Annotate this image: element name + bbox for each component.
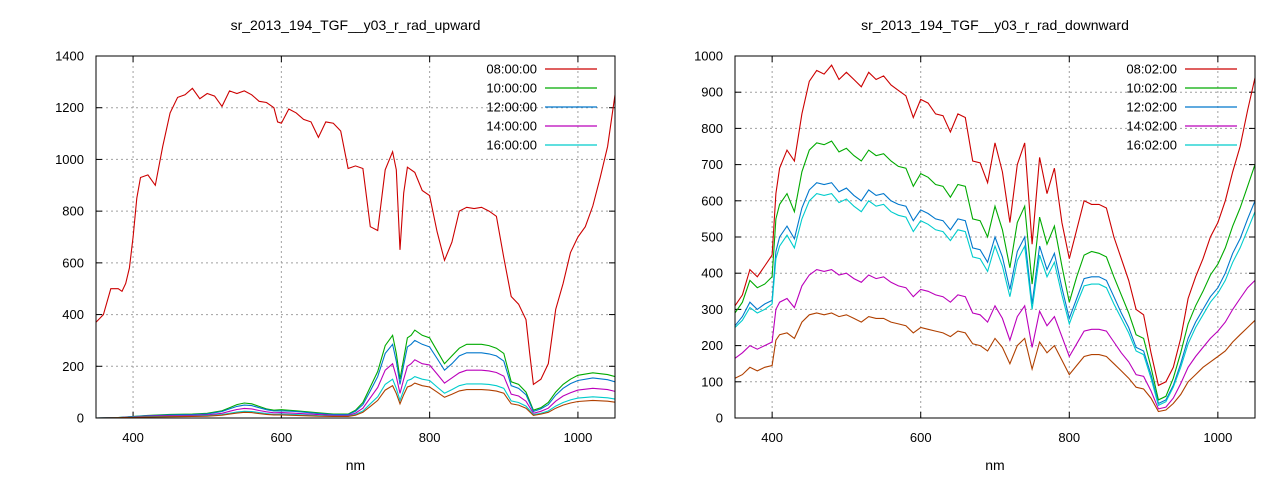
x-axis-label: nm (346, 457, 365, 473)
x-tick-label: 400 (122, 430, 144, 445)
legend-label: 08:02:00 (1126, 62, 1177, 77)
series-line-unnamed-5 (735, 312, 1255, 413)
legend-label: 14:00:00 (486, 119, 537, 134)
y-tick-label: 1400 (55, 49, 84, 64)
x-tick-label: 600 (910, 430, 932, 445)
y-tick-label: 100 (701, 374, 723, 389)
series-group (735, 64, 1255, 413)
y-tick-label: 0 (77, 411, 84, 426)
series-line-10:02:00 (735, 140, 1255, 401)
series-line-10:00:00 (96, 329, 615, 418)
legend-label: 10:00:00 (486, 81, 537, 96)
series-line-12:02:00 (735, 182, 1255, 405)
y-tick-label: 600 (62, 255, 84, 270)
legend-label: 16:00:00 (486, 138, 537, 153)
y-tick-label: 500 (701, 230, 723, 245)
chart-panel-0: 400 600 800 1000 0 200 400 600 800 1000 1200 1400 08… (55, 17, 616, 473)
series-line-unnamed-5 (96, 382, 615, 418)
series-line-12:00:00 (96, 339, 615, 418)
y-tick-label: 700 (701, 157, 723, 172)
series-line-14:02:00 (735, 269, 1255, 410)
plot-frame (95, 55, 616, 419)
y-tick-label: 600 (701, 193, 723, 208)
legend-label: 12:00:00 (486, 100, 537, 115)
y-tick-label: 1000 (694, 49, 723, 64)
chart-panel-1: 400 600 800 1000 0 100 200 300 400 500 600 700 800 90… (694, 17, 1256, 473)
series-line-16:00:00 (96, 375, 615, 418)
y-tick-label: 0 (716, 411, 723, 426)
y-tick-label: 900 (701, 85, 723, 100)
x-tick-label: 400 (761, 430, 783, 445)
x-tick-label: 1000 (563, 430, 592, 445)
y-tick-label: 400 (701, 266, 723, 281)
y-tick-label: 800 (62, 204, 84, 219)
series-line-16:02:00 (735, 192, 1255, 407)
y-tick-label: 300 (701, 302, 723, 317)
plot-frame (734, 55, 1256, 419)
y-tick-label: 400 (62, 307, 84, 322)
chart-title: sr_2013_194_TGF__y03_r_rad_downward (861, 17, 1129, 33)
x-tick-label: 800 (1058, 430, 1080, 445)
legend-label: 14:02:00 (1126, 119, 1177, 134)
y-tick-label: 200 (701, 338, 723, 353)
series-line-08:00:00 (96, 87, 615, 386)
y-tick-label: 1000 (55, 152, 84, 167)
x-tick-label: 1000 (1203, 430, 1232, 445)
legend-label: 16:02:00 (1126, 138, 1177, 153)
series-line-08:02:00 (735, 64, 1255, 387)
x-axis-label: nm (985, 457, 1004, 473)
legend-label: 10:02:00 (1126, 81, 1177, 96)
series-line-14:00:00 (96, 359, 615, 418)
x-tick-label: 600 (271, 430, 293, 445)
series-group (96, 87, 615, 418)
chart-title: sr_2013_194_TGF__y03_r_rad_upward (231, 17, 481, 33)
legend-label: 08:00:00 (486, 62, 537, 77)
y-tick-label: 1200 (55, 100, 84, 115)
y-tick-label: 200 (62, 359, 84, 374)
legend-label: 12:02:00 (1126, 100, 1177, 115)
x-tick-label: 800 (419, 430, 441, 445)
y-tick-label: 800 (701, 121, 723, 136)
